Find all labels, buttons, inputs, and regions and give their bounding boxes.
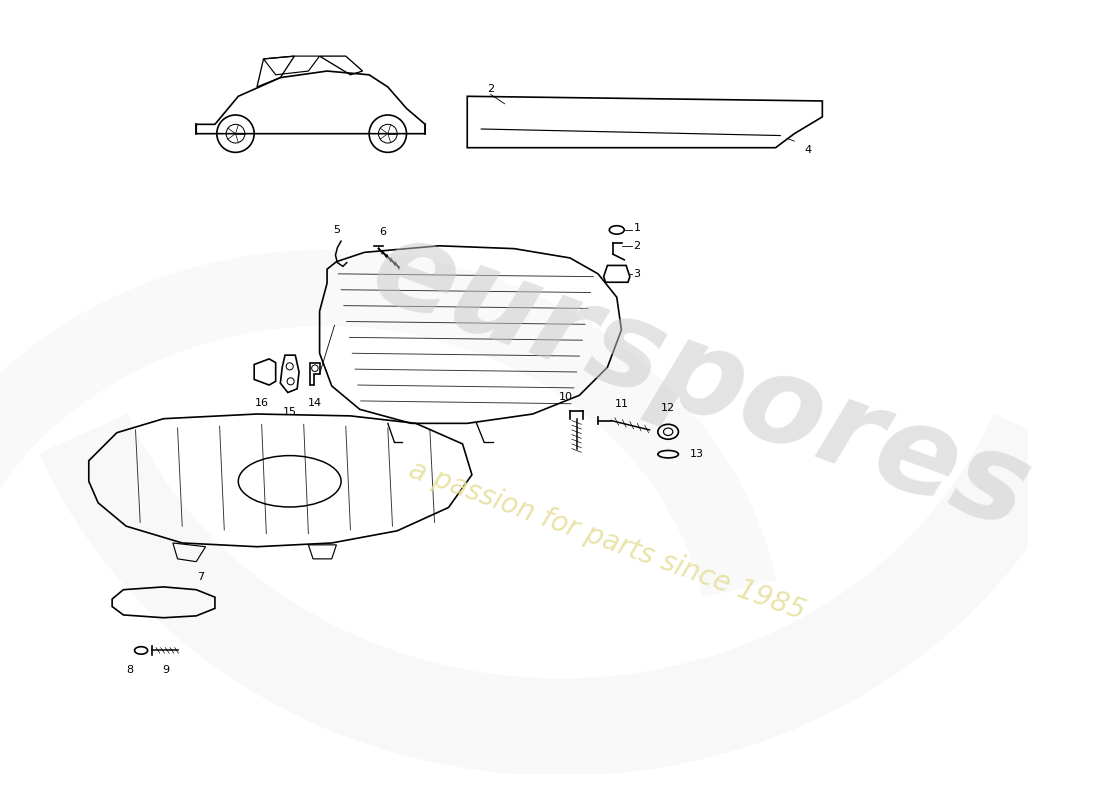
Text: 10: 10 bbox=[559, 392, 572, 402]
Text: eurspores: eurspores bbox=[356, 208, 1045, 554]
Text: 16: 16 bbox=[255, 398, 268, 408]
Text: 2: 2 bbox=[487, 84, 494, 94]
Text: 8: 8 bbox=[126, 666, 133, 675]
Text: 6: 6 bbox=[379, 227, 386, 238]
Text: 9: 9 bbox=[162, 666, 169, 675]
Text: a passion for parts since 1985: a passion for parts since 1985 bbox=[406, 455, 810, 625]
Text: 12: 12 bbox=[661, 403, 675, 413]
Text: 2: 2 bbox=[634, 241, 640, 251]
Text: 1: 1 bbox=[634, 223, 640, 233]
Text: 4: 4 bbox=[805, 146, 812, 155]
Text: 13: 13 bbox=[690, 449, 704, 459]
Text: 3: 3 bbox=[634, 269, 640, 279]
Text: 14: 14 bbox=[308, 398, 322, 408]
Text: 11: 11 bbox=[615, 399, 628, 410]
Text: 15: 15 bbox=[283, 407, 297, 418]
Text: 7: 7 bbox=[197, 572, 205, 582]
Text: 5: 5 bbox=[333, 225, 340, 234]
